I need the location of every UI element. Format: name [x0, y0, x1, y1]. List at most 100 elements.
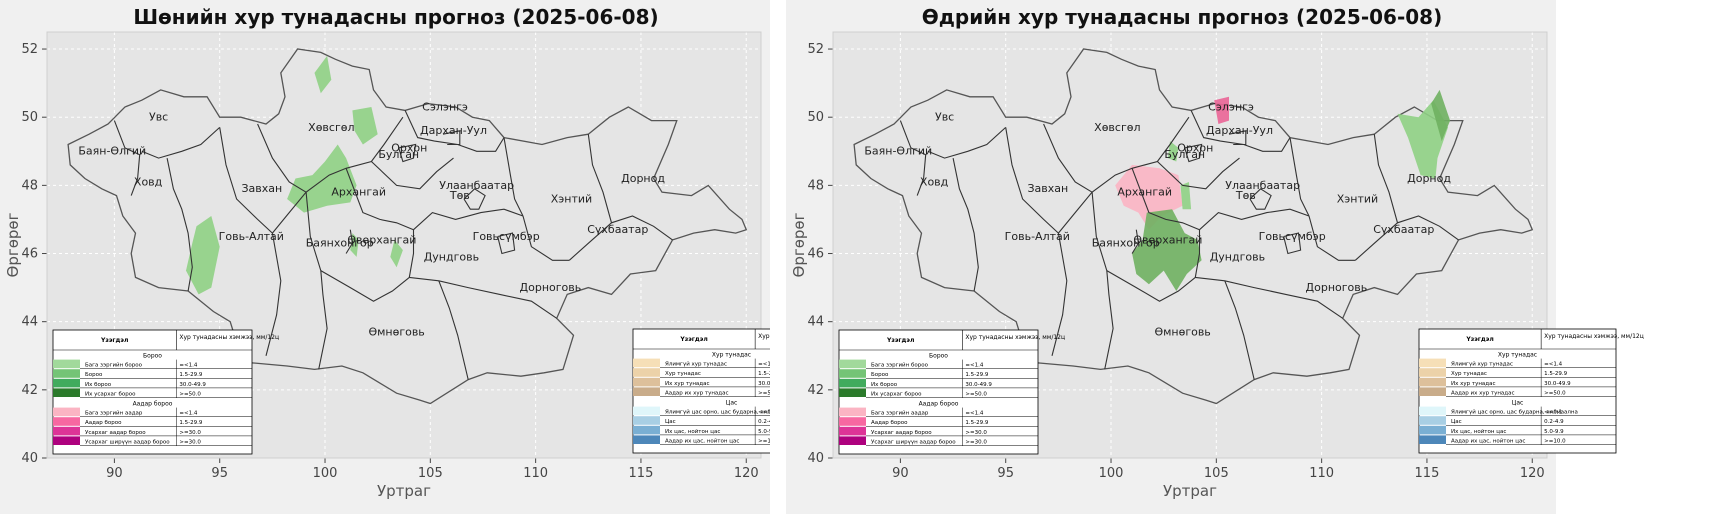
- legend-row-value: =<1.4: [179, 411, 197, 417]
- legend-row-label: Цас: [1451, 419, 1462, 425]
- legend-row-value: =<1.4: [758, 362, 776, 368]
- province-border: [1157, 157, 1240, 190]
- legend-row-value: =<1.4: [179, 363, 197, 369]
- y-axis-label: Өргөрөг: [4, 212, 22, 277]
- province-border: [442, 130, 461, 146]
- province-border: [497, 232, 516, 255]
- legend-group-title: Аадар бороо: [919, 401, 959, 408]
- legend-row-label: Их хур тунадас: [665, 381, 710, 387]
- rain-legend: Үзэгдэл Хур тунадасны хэмжээ, мм/12ц Бороо…: [52, 329, 279, 455]
- province-label: Говьсүмбэр: [473, 230, 540, 243]
- province-border: [1091, 192, 1114, 370]
- precip-area: [1180, 182, 1192, 210]
- province-border: [1043, 123, 1093, 193]
- legend-swatch: [1419, 368, 1446, 377]
- province-border: [1005, 127, 1059, 234]
- legend-row-value: <=0.1: [758, 410, 776, 416]
- legend-row-value: >=10.0: [1544, 438, 1566, 444]
- province-border: [257, 123, 307, 193]
- province-label: Сүхбаатар: [587, 223, 648, 236]
- province-border: [1289, 137, 1310, 217]
- legend-swatch: [839, 378, 866, 388]
- legend-row-label: Усархаг аадар бороо: [871, 430, 932, 436]
- y-tick-label: 42: [21, 383, 38, 398]
- legend-swatch: [1419, 425, 1446, 435]
- y-tick-label: 50: [807, 110, 824, 125]
- legend-box: [52, 329, 253, 455]
- legend-col-phenomenon: Үзэгдэл: [886, 337, 914, 344]
- x-tick-label: 105: [418, 466, 443, 481]
- province-label: Завхан: [241, 182, 282, 195]
- legend-col-amount: Хур тунадасны хэмжээ, мм/12ц: [179, 334, 279, 341]
- legend-group-title: Хур тунадас: [712, 352, 751, 359]
- x-tick-label: 120: [734, 466, 759, 481]
- legend-swatch: [633, 358, 660, 368]
- legend-row-label: Усархаг ширүүн аадар бороо: [871, 439, 956, 445]
- legend-row-value: >=30.0: [179, 439, 201, 445]
- legend-row-label: Хур тунадас: [665, 371, 701, 377]
- province-border: [1106, 229, 1201, 302]
- legend-swatch: [633, 425, 660, 435]
- province-label: Булган: [378, 148, 419, 161]
- snow-legend: Үзэгдэл Хур тунадасны хэмжээ, мм/12ц Хур т…: [1418, 328, 1644, 454]
- legend-swatch: [1419, 406, 1446, 416]
- legend-swatch: [839, 436, 866, 445]
- province-label: Баян-Өлгий: [864, 145, 932, 158]
- legend-row-label: Ялимгүй хур тунадас: [665, 361, 727, 368]
- province-label: Өвөрхангай: [1133, 233, 1202, 246]
- precip-area: [1167, 141, 1179, 162]
- legend-row-label: Ялимгүй цас орно, цас бударна, хялмаална: [1451, 409, 1578, 416]
- legend-row-value: 1.5-29.9: [179, 420, 202, 426]
- legend-swatch: [1419, 416, 1446, 425]
- legend-row-value: 1.5-29.9: [758, 371, 781, 377]
- province-label: Завхан: [1027, 182, 1068, 195]
- legend-row-value: 30.0-49.9: [1544, 381, 1571, 387]
- legend-row-label: Бага зэргийн бороо: [85, 362, 143, 369]
- legend-row-value: =<1.4: [965, 363, 983, 369]
- y-tick-label: 52: [21, 42, 38, 57]
- legend-row-label: Их бороо: [871, 382, 898, 388]
- province-label: Улаанбаатар: [439, 179, 514, 192]
- legend-group-title: Хур тунадас: [1498, 352, 1537, 359]
- province-label: Баянхонгор: [306, 237, 374, 250]
- legend-swatch: [53, 388, 80, 397]
- legend-row-value: =<1.4: [1544, 362, 1562, 368]
- legend-group-title: Бороо: [929, 353, 948, 360]
- province-border: [1051, 233, 1068, 356]
- legend-swatch: [839, 426, 866, 436]
- province-border: [141, 126, 221, 159]
- province-border: [899, 120, 927, 196]
- y-tick-label: 46: [21, 247, 38, 262]
- legend-row-value: 5.0-9.9: [1544, 429, 1564, 435]
- legend-swatch: [839, 359, 866, 369]
- province-border: [345, 168, 414, 231]
- legend-row-value: 0.2-4.9: [758, 419, 778, 425]
- legend-swatch: [1419, 377, 1446, 387]
- province-border: [1249, 188, 1272, 210]
- province-label: Хөвсгөл: [308, 121, 354, 134]
- province-border: [1228, 130, 1247, 146]
- legend-row-label: Их цас, нойтон цас: [665, 428, 720, 435]
- panel-gap: [770, 0, 786, 514]
- legend-row-label: Аадар их хур тунадас: [665, 390, 729, 396]
- province-border: [271, 116, 404, 234]
- map-panel-day: 90 95 100 105 110 115 120 40 42 44 46 48 50 52 Увс Баян…: [786, 0, 1644, 514]
- legend-row-value: 30.0-49.9: [965, 382, 992, 388]
- legend-swatch: [53, 369, 80, 378]
- province-border: [1131, 229, 1139, 254]
- legend-row-value: >=30.0: [965, 430, 987, 436]
- legend-row-value: 1.5-29.9: [965, 372, 988, 378]
- plot-frame: [46, 31, 762, 459]
- x-tick-label: 110: [523, 466, 548, 481]
- province-border: [522, 215, 570, 261]
- legend-swatch: [1419, 435, 1446, 444]
- province-border: [927, 126, 1007, 159]
- legend-row-value: 0.2-4.9: [1544, 419, 1564, 425]
- legend-row-value: 1.5-29.9: [179, 372, 202, 378]
- legend-swatch: [633, 377, 660, 387]
- legend-swatch: [1419, 387, 1446, 396]
- legend-row-label: Цас: [665, 419, 676, 425]
- legend-col-phenomenon: Үзэгдэл: [679, 336, 707, 343]
- province-border: [1283, 232, 1302, 255]
- legend-row-label: Ялимгүй хур тунадас: [1451, 361, 1513, 368]
